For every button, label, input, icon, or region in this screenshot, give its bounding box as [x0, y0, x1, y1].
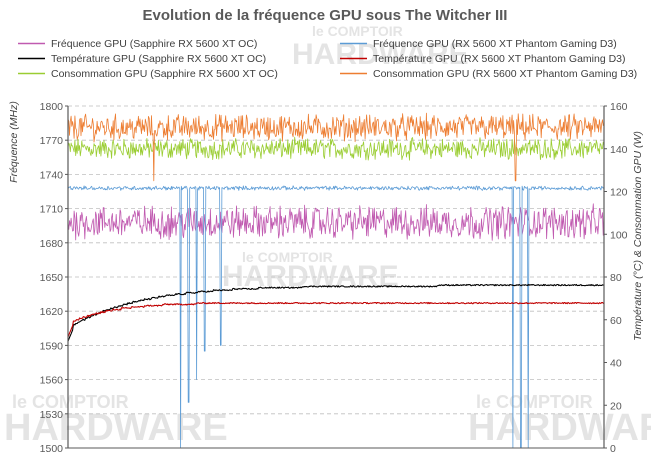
watermark-bl: HARDWARE — [4, 407, 228, 449]
series-line — [67, 112, 605, 182]
y-tick-right: 0 — [610, 443, 616, 455]
y-tick-left: 1710 — [40, 204, 64, 216]
y-tick-right: 160 — [610, 101, 628, 113]
legend-label: Fréquence GPU (Sapphire RX 5600 XT OC) — [51, 38, 257, 50]
legend-label: Consommation GPU (RX 5600 XT Phantom Gam… — [373, 68, 637, 80]
y-tick-left: 1800 — [40, 101, 64, 113]
legend-entry: Fréquence GPU (RX 5600 XT Phantom Gaming… — [340, 38, 617, 50]
series-line — [67, 185, 605, 449]
watermark-br-prefix: le COMPTOIR — [476, 392, 593, 412]
series-line — [67, 136, 605, 161]
legend-entry: Fréquence GPU (Sapphire RX 5600 XT OC) — [18, 38, 257, 50]
y-tick-left: 1770 — [40, 135, 64, 147]
watermark-top-prefix: le COMPTOIR — [312, 23, 403, 39]
legend-entry: Consommation GPU (RX 5600 XT Phantom Gam… — [340, 68, 637, 80]
watermark-mid-prefix: le COMPTOIR — [242, 249, 333, 265]
y-tick-left: 1500 — [40, 443, 64, 455]
tick-labels: 1800 1770 1740 1710 1680 1650 1620 1590 1560 1530… — [40, 101, 628, 455]
y-tick-left: 1680 — [40, 238, 64, 250]
y-tick-left: 1530 — [40, 409, 64, 421]
y-axis-left-label: Fréquence (MHz) — [8, 101, 20, 183]
series-line — [67, 203, 605, 241]
y-tick-right: 140 — [610, 144, 628, 156]
legend-label: Consommation GPU (Sapphire RX 5600 XT OC… — [51, 68, 278, 80]
legend: Fréquence GPU (Sapphire RX 5600 XT OC) Fr… — [18, 38, 637, 80]
legend-entry: Température GPU (RX 5600 XT Phantom Gami… — [340, 53, 626, 65]
watermark-bl-prefix: le COMPTOIR — [12, 392, 129, 412]
y-axis-right-label: Température (°C) & Consommation GPU (W) — [632, 131, 644, 341]
y-tick-left: 1740 — [40, 169, 64, 181]
y-tick-left: 1560 — [40, 375, 64, 387]
y-tick-right: 40 — [610, 358, 622, 370]
legend-label: Température GPU (Sapphire RX 5600 XT OC) — [51, 53, 266, 65]
y-tick-left: 1650 — [40, 272, 64, 284]
y-tick-right: 60 — [610, 315, 622, 327]
series-group — [67, 112, 605, 449]
watermark-br: HARDWARE — [468, 407, 651, 449]
watermark-top: HARDWARE — [292, 38, 469, 71]
watermark-mid: HARDWARE — [222, 260, 399, 293]
y-tick-left: 1620 — [40, 306, 64, 318]
chart-title: Evolution de la fréquence GPU sous The W… — [143, 7, 508, 24]
legend-label: Fréquence GPU (RX 5600 XT Phantom Gaming… — [373, 38, 617, 50]
legend-entry: Consommation GPU (Sapphire RX 5600 XT OC… — [18, 68, 278, 80]
legend-entry: Température GPU (Sapphire RX 5600 XT OC) — [18, 53, 266, 65]
y-tick-right: 80 — [610, 272, 622, 284]
series-line — [67, 283, 604, 342]
series-line — [67, 301, 605, 338]
legend-label: Température GPU (RX 5600 XT Phantom Gami… — [373, 53, 626, 65]
y-tick-right: 20 — [610, 400, 622, 412]
y-tick-right: 120 — [610, 187, 628, 199]
y-tick-left: 1590 — [40, 340, 64, 352]
watermarks: le COMPTOIR HARDWARE le COMPTOIR HARDWAR… — [4, 23, 651, 449]
y-tick-right: 100 — [610, 229, 628, 241]
